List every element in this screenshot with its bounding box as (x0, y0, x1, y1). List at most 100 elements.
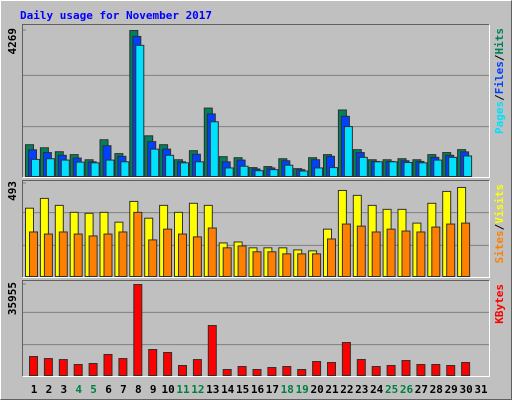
legend: Sites/Visits (493, 184, 506, 264)
x-tick-label: 8 (135, 383, 142, 396)
bar (148, 349, 158, 377)
plot-area (22, 280, 490, 377)
legend-entry: Visits (493, 184, 506, 224)
bar (237, 366, 247, 376)
bar (401, 230, 411, 277)
x-tick-label: 11 (176, 383, 190, 396)
plot-border-light (22, 24, 490, 178)
legend-entry: Hits (493, 28, 506, 55)
bar (90, 162, 100, 177)
x-tick-label: 9 (150, 383, 157, 396)
bar (446, 223, 456, 278)
bar (133, 211, 143, 278)
bar (297, 253, 307, 277)
bar (418, 162, 428, 177)
plot-border-dark (22, 280, 490, 377)
plot-border-light (22, 180, 490, 278)
plot-border-dark (22, 180, 490, 278)
x-tick-label: 3 (60, 383, 67, 396)
bar (297, 369, 307, 377)
x-tick-label: 23 (355, 383, 368, 396)
legend-entry: Files (493, 61, 506, 94)
bar (416, 231, 426, 277)
bar (463, 155, 473, 177)
x-tick-label: 1 (31, 383, 38, 396)
bar (254, 170, 264, 177)
bar (118, 231, 128, 277)
bar (163, 228, 173, 278)
bar (133, 284, 143, 376)
legend: Pages/Files/Hits (493, 28, 506, 134)
legend-separator: / (493, 223, 506, 230)
bar (60, 159, 70, 178)
legend-separator: / (493, 54, 506, 61)
bar (148, 239, 158, 278)
bar (314, 167, 324, 177)
bar (252, 369, 262, 377)
bar (356, 225, 366, 277)
bar (373, 161, 383, 177)
plot-border-light (22, 280, 490, 377)
x-tick-label: 15 (236, 383, 249, 396)
bar (431, 363, 441, 377)
bar (29, 356, 38, 377)
bar (103, 353, 113, 377)
x-tick-label: 21 (325, 383, 339, 396)
bar (312, 253, 322, 277)
x-tick-label: 13 (206, 383, 219, 396)
bar (269, 169, 279, 177)
bar (401, 360, 411, 377)
x-tick-label: 22 (340, 383, 353, 396)
legend-separator: / (493, 94, 506, 101)
bar (282, 366, 292, 376)
x-tick-label: 4 (75, 383, 82, 396)
bar (88, 235, 98, 277)
bar (446, 365, 456, 376)
bar (118, 358, 128, 377)
bar (88, 363, 98, 376)
bar (386, 365, 396, 376)
y-tick-label: 35955 (6, 282, 19, 315)
bar (43, 233, 53, 278)
x-tick-label: 18 (281, 383, 294, 396)
bar (341, 341, 351, 376)
bar (135, 44, 145, 177)
bar (356, 359, 366, 377)
bar (433, 159, 443, 178)
bar (180, 162, 189, 177)
x-tick-label: 19 (296, 383, 309, 396)
x-tick-label: 7 (120, 383, 127, 396)
x-tick-label: 5 (90, 383, 97, 396)
plot-border-dark (22, 24, 490, 178)
bar (267, 251, 277, 277)
x-tick-label: 28 (430, 383, 443, 396)
legend-entry: Sites (493, 230, 506, 263)
chart-title: Daily usage for November 2017 (20, 9, 212, 22)
bar (312, 361, 322, 377)
bar (73, 363, 83, 377)
bar (343, 126, 353, 177)
bar (358, 156, 368, 178)
bar (237, 245, 247, 277)
bar (371, 366, 381, 376)
x-tick-label: 10 (161, 383, 174, 396)
bar (31, 158, 40, 178)
bar (192, 236, 202, 277)
bar (371, 231, 381, 277)
bar (150, 148, 160, 178)
x-tick-label: 31 (474, 383, 488, 396)
bar (178, 233, 187, 278)
bar (299, 170, 309, 178)
bar (120, 161, 130, 177)
bar (267, 367, 277, 377)
bar (58, 359, 68, 376)
bar (103, 233, 113, 278)
bar (192, 359, 202, 376)
bar (252, 251, 262, 277)
x-tick-label: 2 (46, 383, 53, 396)
bar (209, 121, 219, 177)
bar (431, 226, 441, 277)
x-tick-label: 12 (191, 383, 204, 396)
